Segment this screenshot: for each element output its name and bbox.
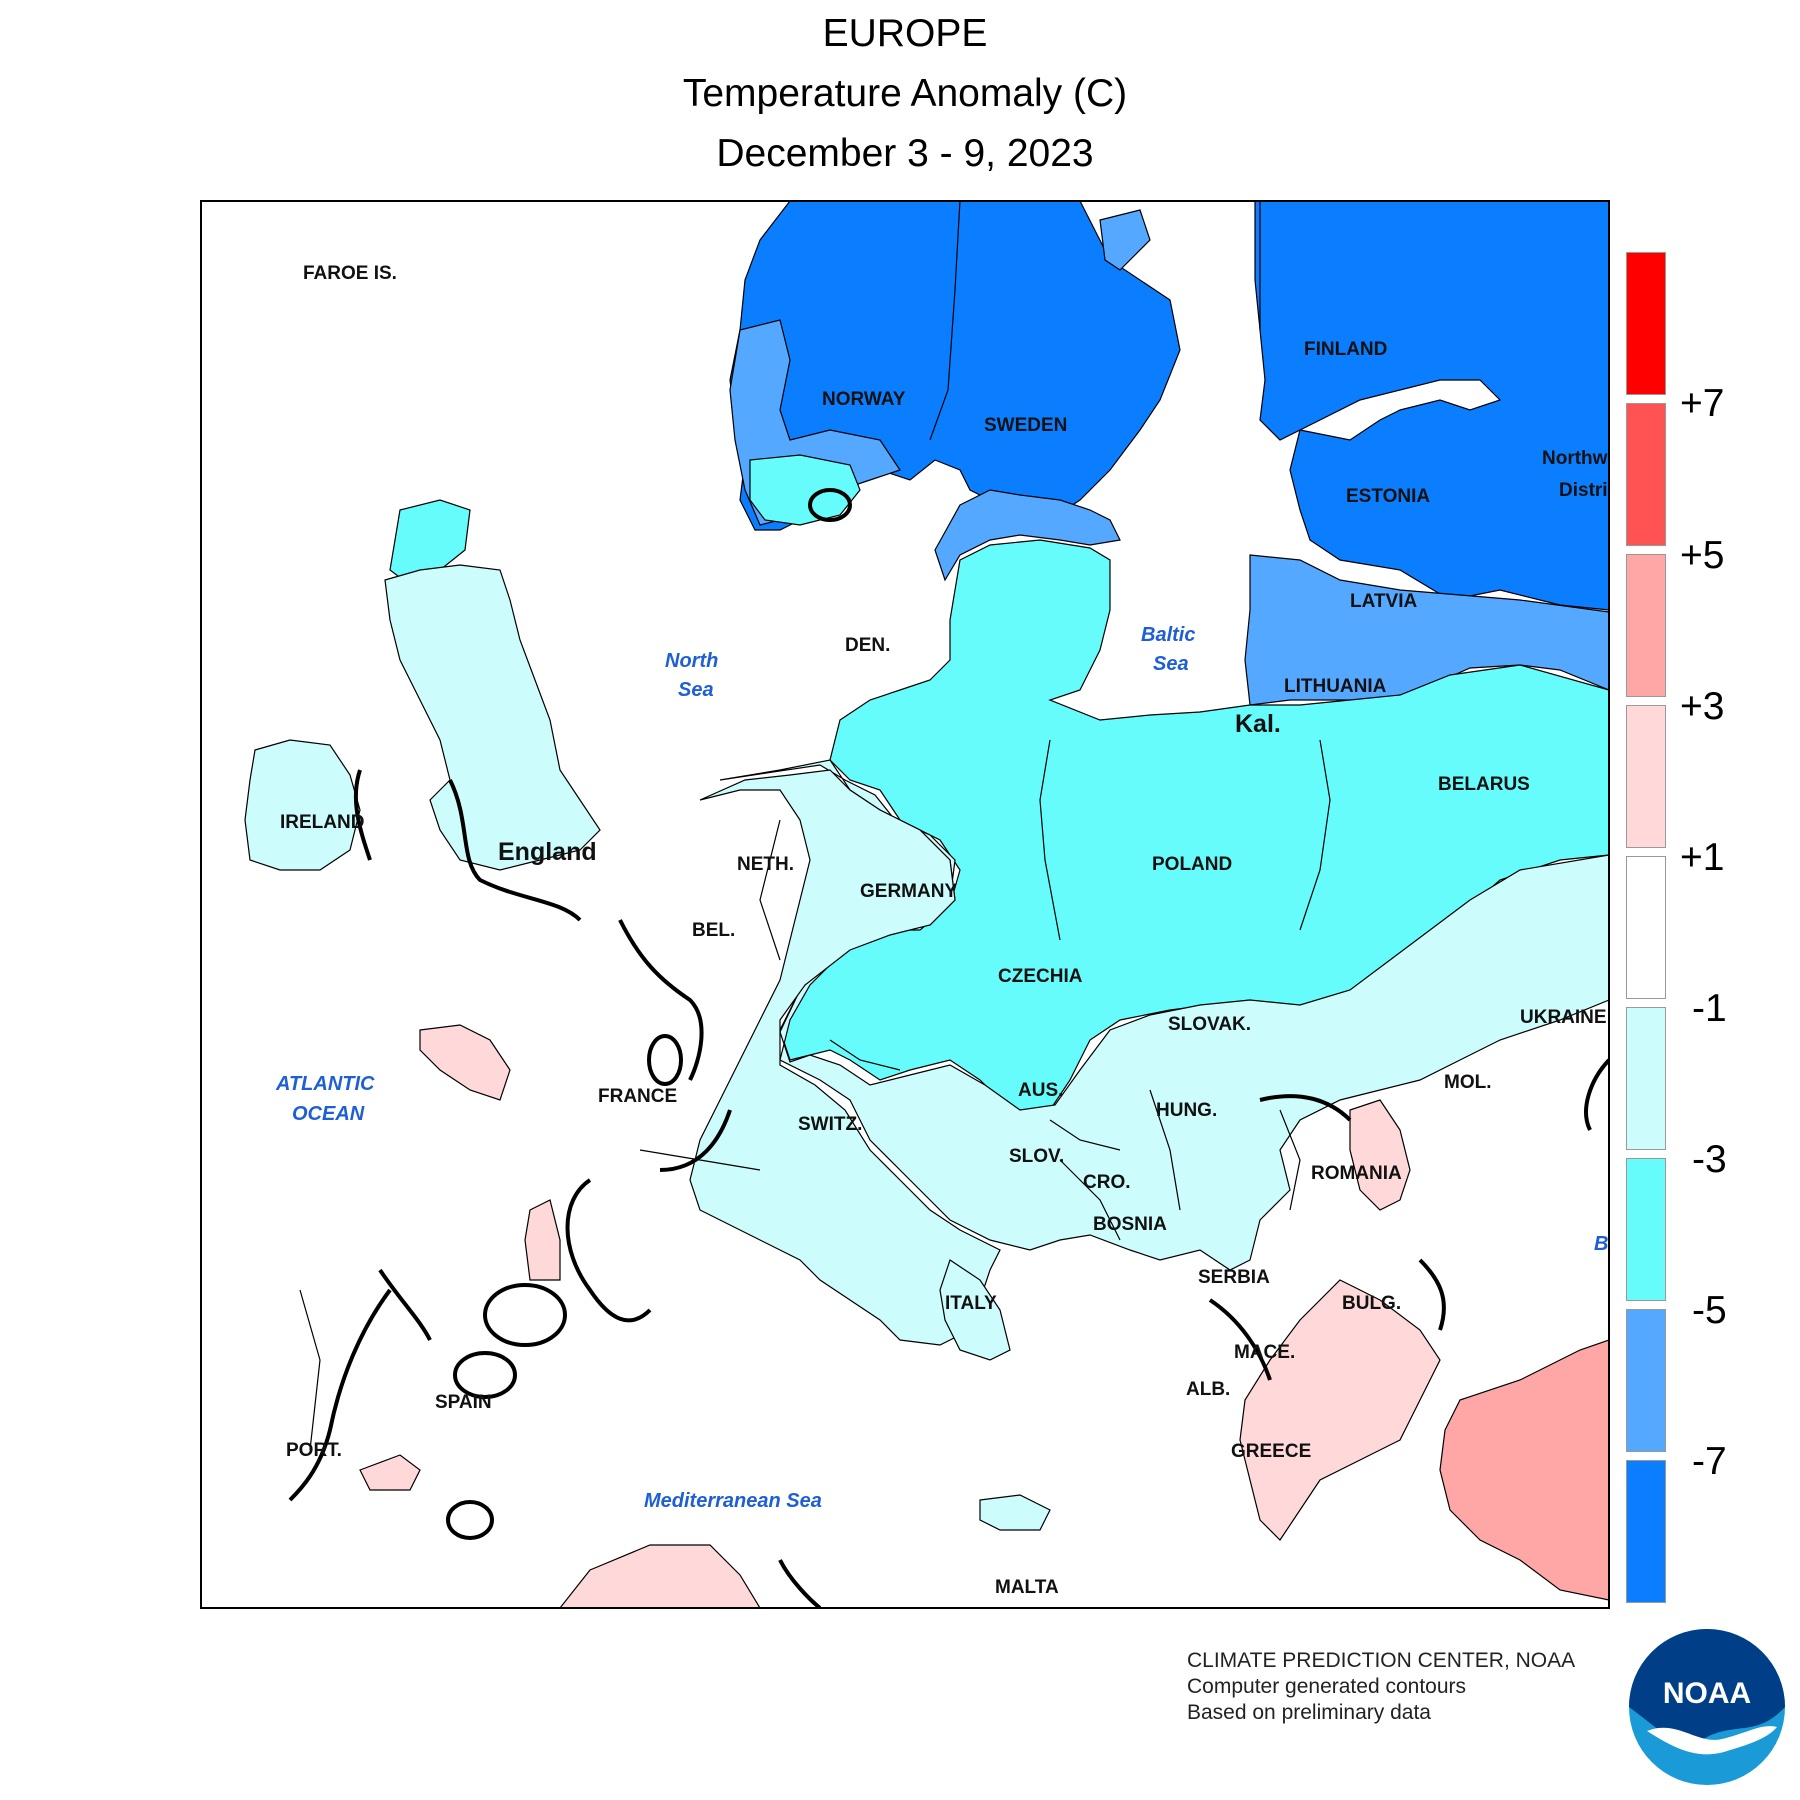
noaa-logo-text: NOAA <box>1663 1677 1751 1710</box>
anomaly-region-light-pink-north-africa <box>559 1544 761 1608</box>
legend-bin-6 <box>1626 1158 1666 1301</box>
label-faroe: FAROE IS. <box>303 263 397 284</box>
label-bulgaria: BULG. <box>1342 1293 1401 1314</box>
label-moldova: MOL. <box>1444 1072 1492 1093</box>
credit-agency: CLIMATE PREDICTION CENTER, NOAA <box>1187 1649 1576 1672</box>
legend-value-plus5: +5 <box>1680 534 1725 577</box>
anomaly-region-light-pink-biscay <box>524 1199 561 1281</box>
noaa-logo: NOAA <box>1629 1629 1785 1785</box>
label-germany: GERMANY <box>860 881 957 902</box>
anomaly-region-light-pink-spain-south <box>359 1454 421 1491</box>
label-bosnia: BOSNIA <box>1093 1214 1167 1235</box>
anomaly-region-light-pink-balkans <box>1239 1279 1441 1541</box>
label-spain: SPAIN <box>435 1392 492 1413</box>
map-subtitle: Temperature Anomaly (C) <box>682 72 1128 115</box>
label-lithuania: LITHUANIA <box>1284 676 1387 697</box>
legend-bin-5 <box>1626 1007 1666 1150</box>
label-norway: NORWAY <box>822 389 906 410</box>
legend-value-minus1: -1 <box>1692 987 1727 1030</box>
legend-value-plus7: +7 <box>1680 382 1725 425</box>
label-estonia: ESTONIA <box>1346 486 1430 507</box>
label-ireland: IRELAND <box>280 812 364 833</box>
label-belgium: BEL. <box>692 920 735 941</box>
anomaly-region-light-cyan-central-europe <box>719 759 1609 1271</box>
legend-value-minus3: -3 <box>1692 1138 1727 1181</box>
anomaly-region-light-pink-romania <box>1349 1099 1411 1211</box>
label-slovenia: SLOV. <box>1009 1146 1064 1167</box>
label-austria: AUS. <box>1018 1080 1063 1101</box>
legend-bin-8 <box>1626 1460 1666 1603</box>
legend-value-minus5: -5 <box>1692 1289 1727 1332</box>
anomaly-region-light-cyan-uk <box>384 564 601 871</box>
label-atlantic-ocean-2: OCEAN <box>292 1103 365 1125</box>
anomaly-region-medium-blue-sweden-south <box>934 489 1121 582</box>
legend-value-minus7: -7 <box>1692 1440 1727 1483</box>
label-italy: ITALY <box>945 1293 997 1314</box>
anomaly-region-light-cyan-italy <box>939 1259 1011 1361</box>
label-black-sea-partial: B <box>1594 1233 1608 1255</box>
anomaly-region-cyan-norway-south <box>749 454 861 526</box>
map-date-range: December 3 - 9, 2023 <box>716 132 1094 175</box>
country-borders <box>299 201 1331 1451</box>
label-croatia: CRO. <box>1083 1172 1131 1193</box>
label-slovakia: SLOVAK. <box>1168 1014 1251 1035</box>
zero-contour-lines <box>288 488 1609 1608</box>
legend-value-plus3: +3 <box>1680 685 1725 728</box>
label-north-sea-2: Sea <box>678 679 714 701</box>
label-czechia: CZECHIA <box>998 966 1083 987</box>
anomaly-region-medium-blue-sweden-north <box>1099 209 1151 271</box>
label-ukraine: UKRAINE <box>1520 1007 1607 1028</box>
legend-bin-1 <box>1626 403 1666 546</box>
label-northwest-district-2: Distri <box>1559 480 1608 501</box>
label-atlantic-ocean-1: ATLANTIC <box>275 1073 375 1095</box>
label-romania: ROMANIA <box>1311 1163 1402 1184</box>
label-denmark: DEN. <box>845 635 890 656</box>
map-title: EUROPE <box>822 12 988 55</box>
label-kaliningrad: Kal. <box>1235 710 1281 738</box>
label-portugal: PORT. <box>286 1440 342 1461</box>
label-england: England <box>498 838 597 866</box>
anomaly-region-pink-turkey <box>1439 1339 1609 1601</box>
label-sweden: SWEDEN <box>984 415 1067 436</box>
label-malta: MALTA <box>995 1577 1059 1598</box>
anomaly-region-light-cyan-sicily <box>979 1494 1051 1531</box>
credit-data-note: Based on preliminary data <box>1187 1701 1431 1724</box>
anomaly-region-light-pink-brittany <box>419 1024 511 1101</box>
legend-bin-3 <box>1626 705 1666 848</box>
label-northwest-district-1: Northw <box>1542 448 1608 469</box>
map-frame <box>200 200 1610 1609</box>
legend-bin-4 <box>1626 856 1666 999</box>
label-north-sea-1: North <box>665 650 718 672</box>
label-albania: ALB. <box>1186 1379 1230 1400</box>
label-switzerland: SWITZ. <box>798 1114 862 1135</box>
label-finland: FINLAND <box>1304 339 1387 360</box>
legend-value-plus1: +1 <box>1680 836 1725 879</box>
label-hungary: HUNG. <box>1156 1100 1217 1121</box>
label-serbia: SERBIA <box>1198 1267 1270 1288</box>
label-mediterranean-sea: Mediterranean Sea <box>644 1490 822 1512</box>
credit-method: Computer generated contours <box>1187 1675 1466 1698</box>
label-greece: GREECE <box>1231 1441 1311 1462</box>
label-belarus: BELARUS <box>1438 774 1530 795</box>
label-baltic-sea-2: Sea <box>1153 653 1189 675</box>
legend-bin-2 <box>1626 554 1666 697</box>
legend-bin-7 <box>1626 1309 1666 1452</box>
anomaly-region-light-cyan-ireland <box>244 739 361 871</box>
label-latvia: LATVIA <box>1350 591 1417 612</box>
label-france: FRANCE <box>598 1086 677 1107</box>
label-baltic-sea-1: Baltic <box>1141 624 1195 646</box>
label-macedonia: MACE. <box>1234 1342 1295 1363</box>
legend-bin-0 <box>1626 252 1666 395</box>
label-poland: POLAND <box>1152 854 1232 875</box>
label-netherlands: NETH. <box>737 854 794 875</box>
